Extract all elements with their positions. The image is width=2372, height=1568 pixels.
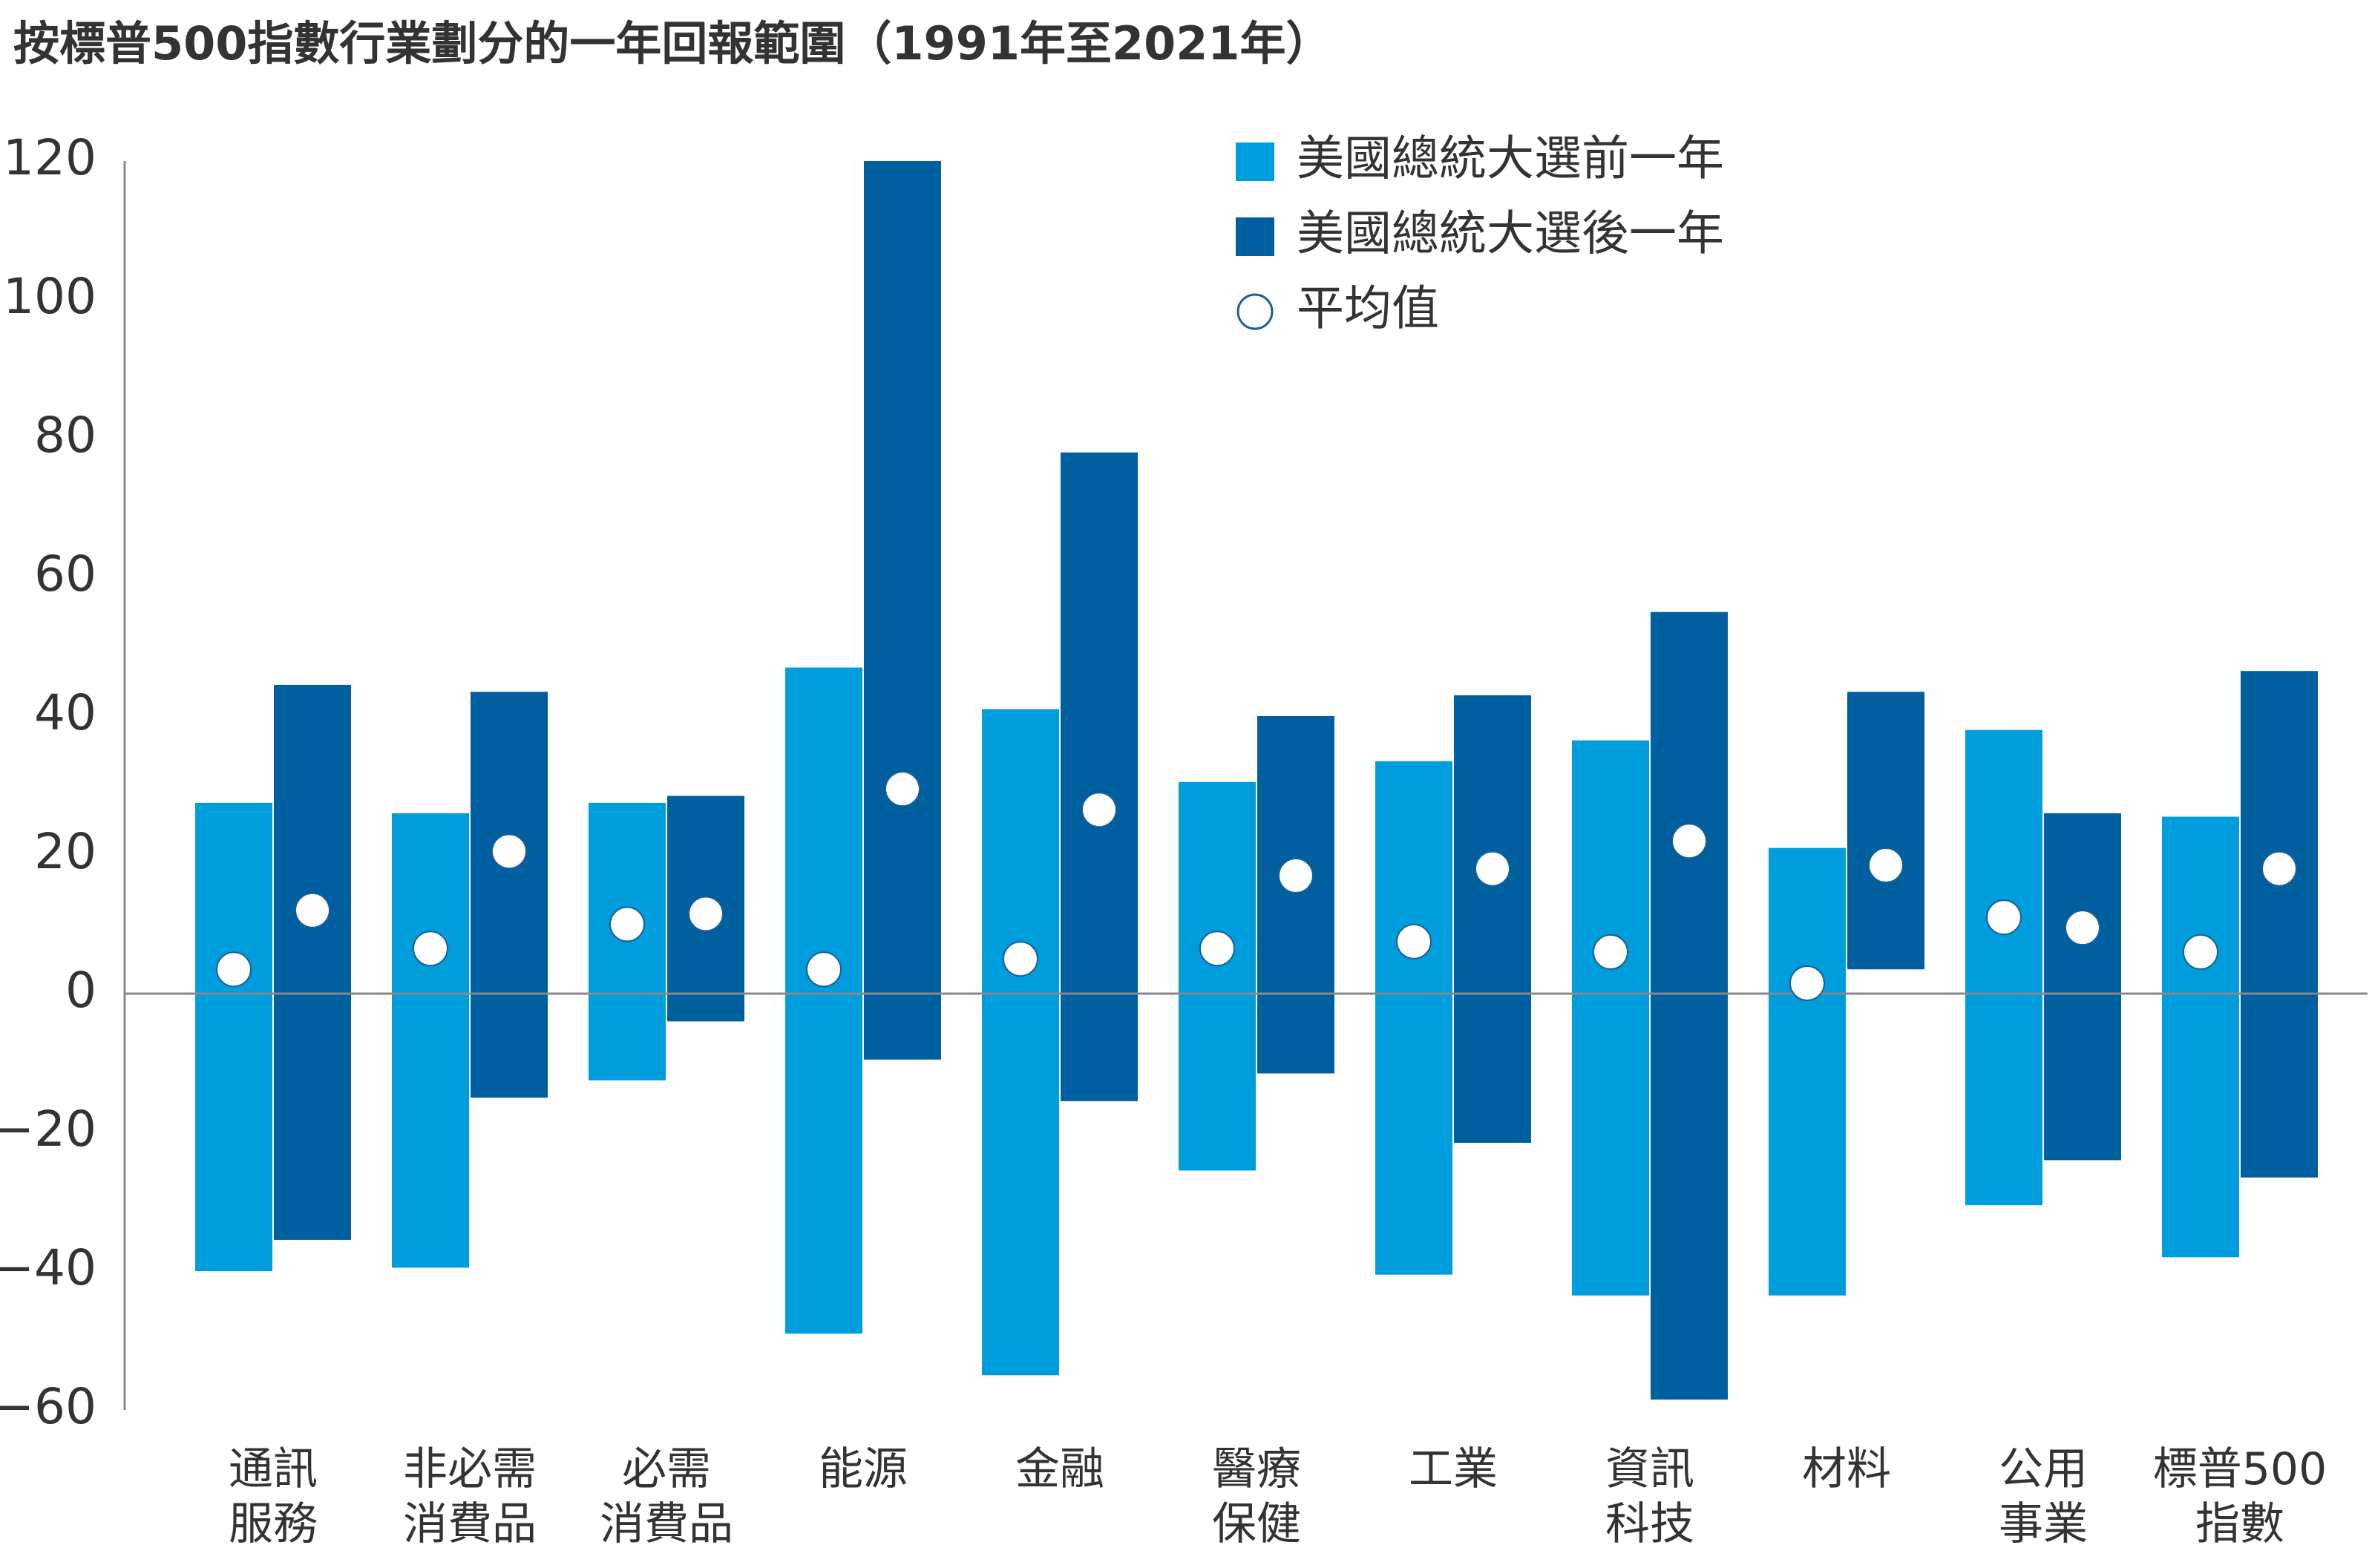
y-tick-label: 120 bbox=[3, 129, 96, 186]
legend-label-average: 平均值 bbox=[1297, 282, 1439, 337]
bar-before bbox=[1179, 781, 1256, 1171]
category-label: 材料 bbox=[1802, 1443, 1891, 1495]
category-label: 資訊科技 bbox=[1605, 1443, 1694, 1550]
category-label-line: 消費品 bbox=[600, 1498, 733, 1550]
bar-before bbox=[1375, 761, 1452, 1275]
category-label: 金融 bbox=[1015, 1443, 1104, 1495]
average-marker-after bbox=[688, 896, 724, 932]
bar-after bbox=[864, 161, 941, 1060]
category-label: 醫療保健 bbox=[1212, 1443, 1301, 1550]
bar-before bbox=[195, 802, 272, 1271]
bar-after bbox=[2044, 813, 2121, 1161]
category-label-line: 金融 bbox=[1015, 1443, 1104, 1495]
average-marker-before bbox=[1396, 923, 1432, 960]
category-label-line: 標普500 bbox=[2153, 1443, 2327, 1495]
category-label: 工業 bbox=[1409, 1443, 1498, 1495]
category-label-line: 科技 bbox=[1605, 1498, 1694, 1550]
legend-swatch-average bbox=[1236, 293, 1274, 330]
category-label-line: 保健 bbox=[1212, 1498, 1301, 1550]
bar-after bbox=[1847, 692, 1924, 970]
average-marker-after bbox=[1671, 823, 1707, 859]
legend-swatch-before bbox=[1236, 142, 1274, 181]
category-label-line: 醫療 bbox=[1212, 1443, 1301, 1495]
average-marker-after bbox=[1475, 850, 1510, 887]
category-label: 標普500 指數 bbox=[2153, 1443, 2327, 1550]
average-marker-after bbox=[2261, 850, 2297, 887]
average-markers-layer bbox=[216, 771, 2297, 1001]
y-tick-label: 100 bbox=[3, 268, 96, 325]
category-label-line: 通訊 bbox=[229, 1443, 318, 1495]
average-marker-before bbox=[1003, 941, 1038, 977]
y-tick-label: 80 bbox=[34, 407, 96, 464]
average-marker-before bbox=[1593, 934, 1628, 970]
average-marker-after bbox=[2065, 910, 2100, 946]
legend-swatch-after bbox=[1236, 217, 1274, 256]
category-label-line: 事業 bbox=[1999, 1498, 2088, 1550]
category-label: 通訊服務 bbox=[229, 1443, 318, 1550]
bars-layer bbox=[195, 161, 2318, 1400]
average-marker-after bbox=[491, 833, 527, 870]
y-tick-label: −40 bbox=[0, 1239, 96, 1296]
bar-before bbox=[1965, 729, 2042, 1206]
average-marker-before bbox=[216, 951, 252, 988]
average-marker-after bbox=[295, 892, 330, 928]
average-marker-before bbox=[806, 951, 842, 988]
y-tick-label: −60 bbox=[0, 1378, 96, 1435]
legend-label-before: 美國總統大選前一年 bbox=[1297, 132, 1724, 187]
average-marker-before bbox=[413, 931, 448, 967]
bar-before bbox=[982, 709, 1059, 1376]
y-tick-label: 40 bbox=[34, 684, 96, 741]
average-marker-after bbox=[1081, 792, 1117, 828]
bar-before bbox=[1572, 740, 1649, 1296]
category-label-line: 能源 bbox=[819, 1443, 908, 1495]
category-label-line: 指數 bbox=[2195, 1498, 2284, 1550]
average-marker-after bbox=[1278, 858, 1314, 894]
category-label: 能源 bbox=[819, 1443, 908, 1495]
chart-title: 按標普500指數行業劃分的一年回報範圍（1991年至2021年） bbox=[13, 16, 1332, 70]
bar-after bbox=[1651, 611, 1728, 1400]
category-label-line: 材料 bbox=[1802, 1443, 1891, 1495]
bar-before bbox=[785, 667, 862, 1334]
bar-before bbox=[1769, 847, 1846, 1296]
category-label-line: 工業 bbox=[1409, 1443, 1498, 1495]
category-label: 非必需消費品 bbox=[403, 1443, 537, 1550]
category-label-line: 必需 bbox=[622, 1443, 711, 1495]
y-tick-label: 0 bbox=[65, 962, 96, 1019]
average-marker-before bbox=[2183, 934, 2218, 970]
bar-after bbox=[471, 692, 548, 1098]
bar-after bbox=[274, 684, 351, 1240]
average-marker-before bbox=[1986, 899, 2022, 936]
category-label: 公用事業 bbox=[1999, 1443, 2088, 1550]
y-tick-label: 20 bbox=[34, 823, 96, 880]
average-marker-after bbox=[1868, 847, 1904, 884]
category-label: 必需消費品 bbox=[600, 1443, 733, 1550]
category-label-line: 非必需 bbox=[403, 1443, 537, 1495]
y-tick-label: 60 bbox=[34, 545, 96, 603]
average-marker-before bbox=[1199, 931, 1235, 967]
y-axis: −60 −40 −20 0 20 40 60 80 100 120 bbox=[0, 129, 126, 1435]
category-label-line: 消費品 bbox=[403, 1498, 537, 1550]
y-tick-label: −20 bbox=[0, 1100, 96, 1158]
bar-after bbox=[1061, 452, 1138, 1101]
category-label-line: 服務 bbox=[229, 1498, 318, 1550]
average-marker-before bbox=[1789, 965, 1825, 1001]
average-marker-before bbox=[609, 906, 645, 942]
bar-after bbox=[2241, 671, 2318, 1178]
bar-before bbox=[2162, 816, 2239, 1258]
category-label-line: 公用 bbox=[1999, 1443, 2088, 1495]
bar-after bbox=[1257, 716, 1334, 1074]
bar-after bbox=[1454, 695, 1531, 1144]
legend-label-after: 美國總統大選後一年 bbox=[1297, 207, 1724, 262]
bar-before bbox=[392, 813, 469, 1268]
average-marker-after bbox=[885, 771, 920, 807]
category-label-line: 資訊 bbox=[1605, 1443, 1694, 1495]
